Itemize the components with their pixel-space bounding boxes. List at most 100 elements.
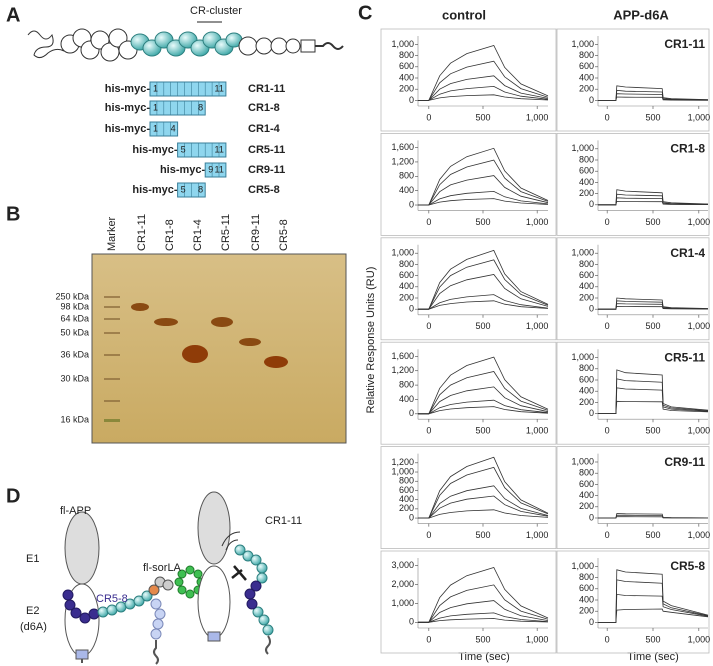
sensorgram-line	[418, 175, 549, 206]
sensorgram-line	[418, 600, 549, 623]
y-tick-label: 1,000	[571, 352, 594, 362]
x-tick-label: 0	[426, 321, 431, 331]
y-tick-label: 1,000	[391, 39, 414, 49]
x-tick-label: 1,000	[526, 217, 549, 227]
x-tick-label: 500	[645, 426, 660, 436]
sensorgram-line	[418, 94, 549, 101]
chart-label: CR1-11	[664, 37, 705, 51]
y-tick-label: 600	[399, 485, 414, 495]
y-tick-label: 200	[579, 292, 594, 302]
sensorgram-line	[418, 300, 549, 310]
y-tick-label: 800	[399, 50, 414, 60]
x-tick-label: 0	[426, 217, 431, 227]
x-tick-label: 1,000	[526, 530, 549, 540]
chart-frame	[556, 550, 710, 654]
sensorgram-line	[418, 466, 549, 519]
y-tick-label: 600	[579, 270, 594, 280]
column-header: APP-d6A	[613, 7, 669, 22]
construct-box	[204, 162, 227, 178]
x-tick-label: 500	[475, 217, 490, 227]
y-tick-label: 200	[579, 84, 594, 94]
panel-label: C	[358, 2, 372, 24]
sensorgram-line	[598, 297, 709, 310]
chart-frame	[380, 446, 557, 550]
lane-label: CR1-8	[164, 219, 176, 251]
construct-name: CR5-11	[248, 144, 285, 156]
construct-name: CR1-4	[248, 123, 281, 135]
sensorgram-line	[418, 371, 549, 415]
y-tick-label: 0	[409, 408, 414, 418]
sensorgram-line	[418, 485, 549, 519]
construct-prefix: his-myc-	[132, 184, 178, 196]
cluster-label: CR-cluster	[190, 5, 242, 17]
y-tick-label: 400	[579, 386, 594, 396]
x-tick-label: 0	[605, 426, 610, 436]
x-tick-label: 1,000	[526, 321, 549, 331]
sensorgram-line	[598, 593, 709, 623]
y-tick-label: 0	[409, 512, 414, 522]
x-tick-label: 1,000	[688, 112, 711, 122]
lane-label: Marker	[106, 216, 118, 251]
construct-name: CR1-8	[248, 102, 280, 114]
construct-prefix: his-myc-	[132, 144, 178, 156]
x-tick-label: 500	[645, 321, 660, 331]
y-tick-label: 600	[579, 166, 594, 176]
x-tick-label: 0	[605, 321, 610, 331]
x-tick-label: 500	[645, 530, 660, 540]
gel-bands	[104, 296, 288, 422]
construct-prefix: his-myc-	[160, 164, 206, 176]
y-tick-label: 1,600	[391, 351, 414, 361]
diagram-d	[62, 491, 274, 665]
y-tick-label: 3,000	[391, 560, 414, 570]
gel	[91, 253, 347, 444]
x-tick-label: 1,000	[688, 426, 711, 436]
y-tick-label: 400	[399, 494, 414, 504]
construct-start: 1	[153, 102, 158, 112]
lane-label: CR9-11	[250, 214, 262, 251]
chart-label: CR5-11	[664, 350, 705, 364]
sensorgram-line	[418, 456, 549, 519]
x-tick-label: 1,000	[688, 321, 711, 331]
panel-label: D	[6, 485, 20, 507]
construct-end: 11	[215, 144, 224, 154]
y-axis-label: Relative Response Units (RU)	[365, 267, 377, 414]
y-tick-label: 1,000	[391, 598, 414, 608]
y-tick-label: 600	[579, 374, 594, 384]
y-tick-label: 600	[399, 270, 414, 280]
diagram-label: CR1-11	[265, 515, 302, 527]
x-tick-label: 500	[475, 426, 490, 436]
y-tick-label: 0	[589, 408, 594, 418]
chart-label: CR1-8	[670, 142, 705, 156]
x-tick-label: 500	[645, 634, 660, 644]
sensorgram-line	[598, 516, 708, 519]
x-tick-label: 1,000	[688, 217, 711, 227]
x-axis-label: Time (sec)	[627, 651, 679, 663]
y-tick-label: 800	[579, 259, 594, 269]
marker-label: 64 kDa	[60, 313, 89, 323]
y-tick-label: 400	[399, 394, 414, 404]
y-tick-label: 2,000	[391, 579, 414, 589]
chart-frame	[556, 28, 710, 132]
sensorgram-line	[418, 45, 549, 101]
sensorgram-line	[598, 96, 709, 101]
x-axis-label: Time (sec)	[458, 651, 510, 663]
y-tick-label: 0	[589, 304, 594, 314]
y-tick-label: 1,000	[571, 248, 594, 258]
diagram-label: E2	[26, 605, 39, 617]
sensorgram-line	[418, 356, 549, 415]
chart-frame	[556, 341, 710, 445]
construct-name: CR5-8	[248, 184, 280, 196]
y-tick-label: 400	[399, 72, 414, 82]
lane-label: CR5-11	[220, 214, 232, 251]
sensorgram-line	[418, 386, 549, 415]
x-tick-label: 500	[475, 634, 490, 644]
sensorgram-line	[418, 60, 549, 101]
chart-label: CR1-4	[670, 246, 705, 260]
construct-end: 4	[171, 123, 176, 133]
sensorgram-line	[418, 294, 549, 310]
y-tick-label: 0	[589, 199, 594, 209]
sensorgram-line	[418, 567, 549, 623]
sensorgram-line	[418, 190, 549, 206]
